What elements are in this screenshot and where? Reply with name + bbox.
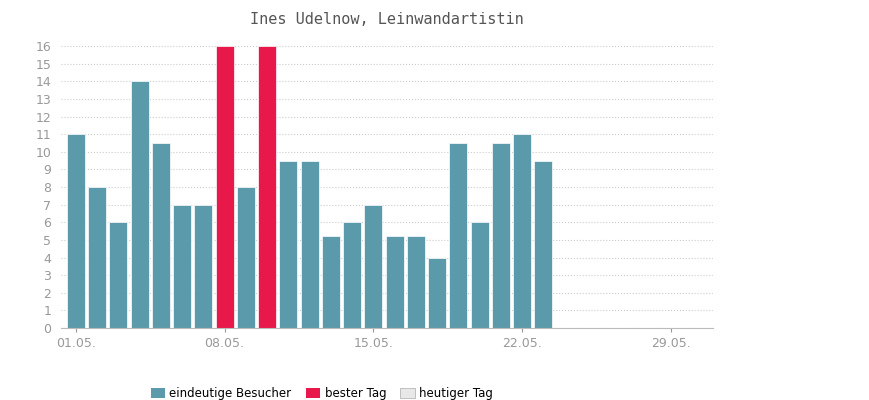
Bar	[513, 134, 531, 328]
Bar	[194, 205, 212, 328]
Bar	[428, 258, 446, 328]
Legend: eindeutige Besucher, bester Tag, heutiger Tag: eindeutige Besucher, bester Tag, heutige…	[146, 382, 497, 400]
Bar	[300, 161, 318, 328]
Bar	[109, 222, 127, 328]
Bar	[322, 236, 340, 328]
Bar	[258, 46, 275, 328]
Bar	[67, 134, 84, 328]
Bar	[130, 81, 149, 328]
Bar	[385, 236, 403, 328]
Bar	[216, 46, 233, 328]
Bar	[448, 143, 467, 328]
Bar	[279, 161, 297, 328]
Bar	[534, 161, 552, 328]
Bar	[342, 222, 361, 328]
Bar	[470, 222, 488, 328]
Bar	[364, 205, 382, 328]
Bar	[88, 187, 106, 328]
Title: Ines Udelnow, Leinwandartistin: Ines Udelnow, Leinwandartistin	[250, 12, 523, 27]
Bar	[491, 143, 509, 328]
Bar	[151, 143, 169, 328]
Bar	[173, 205, 191, 328]
Bar	[407, 236, 424, 328]
Bar	[236, 187, 255, 328]
